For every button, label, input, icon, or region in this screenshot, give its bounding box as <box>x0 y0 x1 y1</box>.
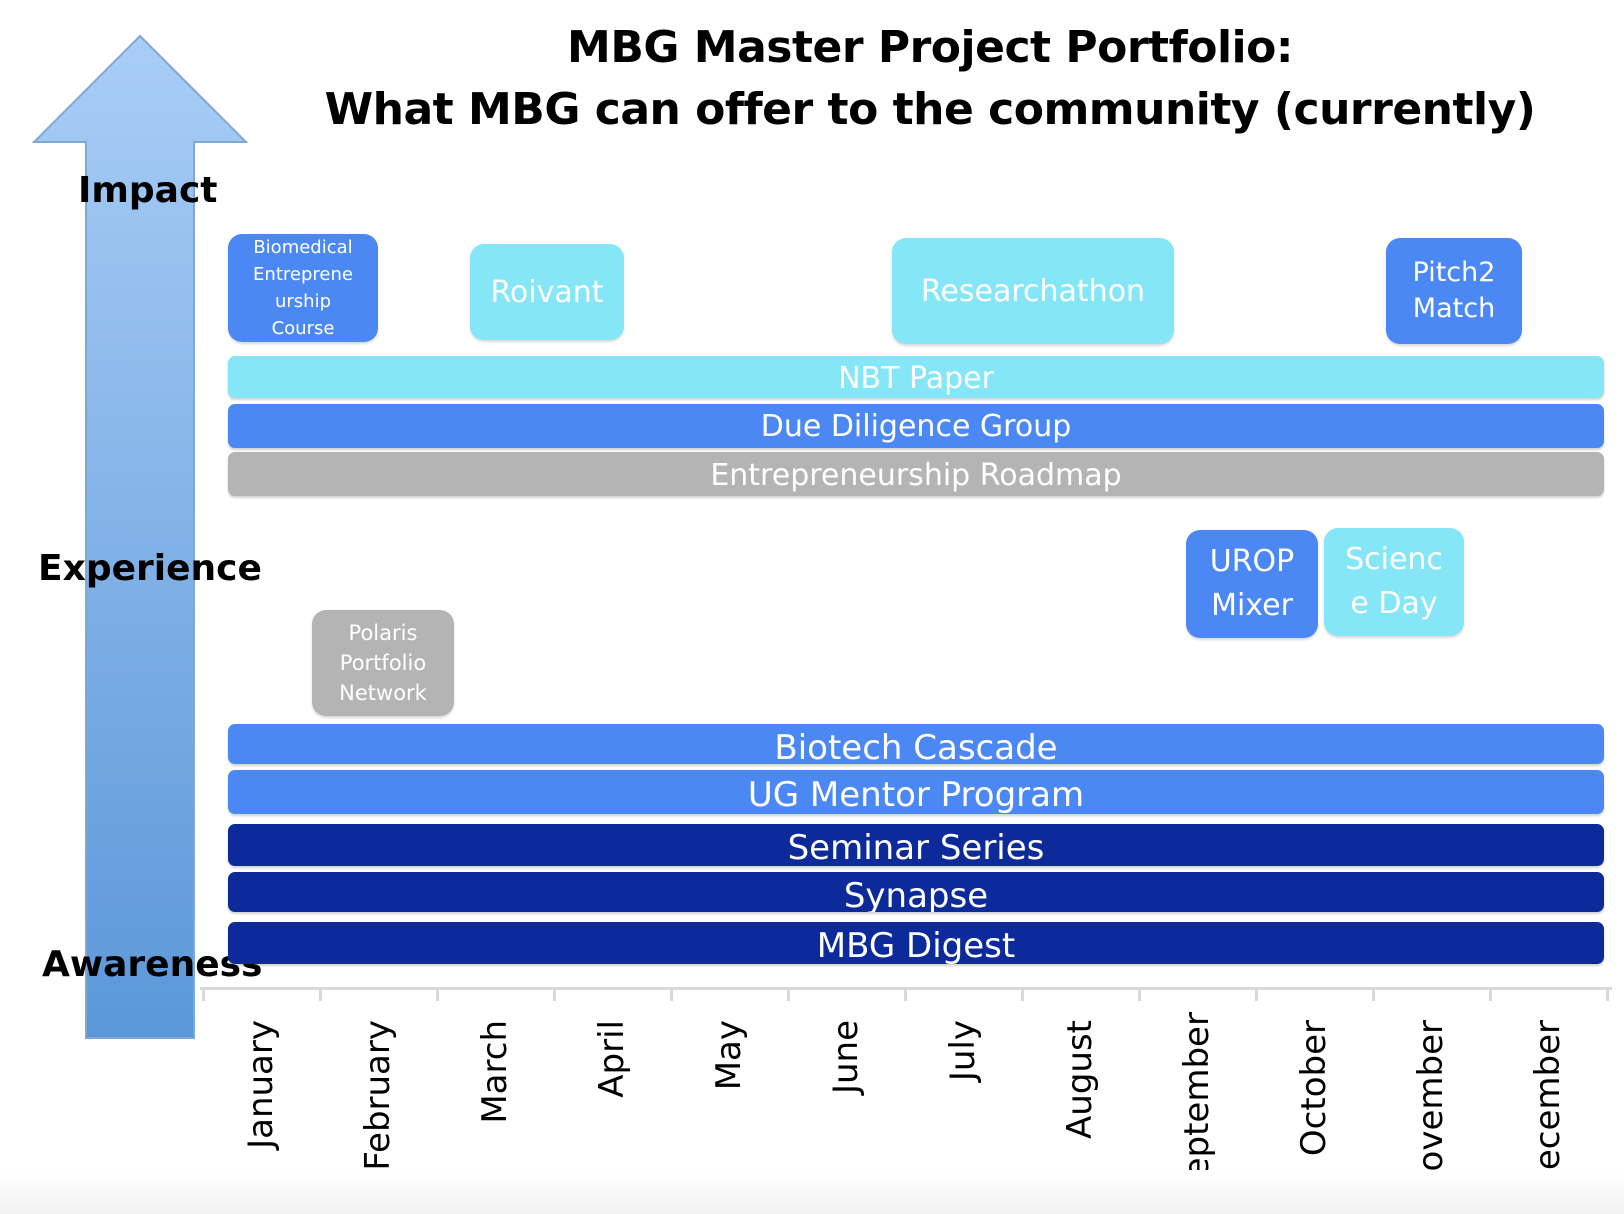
timeline-tick <box>1255 987 1258 1001</box>
box-line: Match <box>1412 293 1496 324</box>
box-line: Network <box>339 681 427 705</box>
timeline-tick <box>670 987 673 1001</box>
box-line: Mixer <box>1211 588 1293 623</box>
band-entrepreneurship-roadmap: Entrepreneurship Roadmap <box>228 452 1604 496</box>
box-line: Biomedical <box>253 237 353 258</box>
timeline-tick <box>1021 987 1024 1001</box>
box-pitch2-match: Pitch2 Match <box>1386 238 1522 344</box>
band-due-diligence-group: Due Diligence Group <box>228 404 1604 448</box>
box-researchathon: Researchathon <box>892 238 1174 344</box>
box-roivant: Roivant <box>470 244 624 340</box>
box-line: Polaris <box>348 621 418 645</box>
band-synapse: Synapse <box>228 872 1604 912</box>
band-ug-mentor-program: UG Mentor Program <box>228 770 1604 814</box>
timeline-tick <box>1138 987 1141 1001</box>
box-urop-mixer: UROP Mixer <box>1186 530 1318 638</box>
level-impact: Impact <box>78 170 218 211</box>
box-line: UROP <box>1209 544 1295 579</box>
band-biotech-cascade: Biotech Cascade <box>228 724 1604 764</box>
box-line: Pitch2 <box>1412 257 1496 288</box>
box-biomedical-entrepreneurship-course: Biomedical Entreprene urship Course <box>228 234 378 342</box>
box-line: Entreprene <box>253 264 353 285</box>
box-line: Scienc <box>1345 542 1443 577</box>
timeline-tick <box>904 987 907 1001</box>
timeline-tick <box>1489 987 1492 1001</box>
timeline-tick <box>787 987 790 1001</box>
band-nbt-paper: NBT Paper <box>228 356 1604 398</box>
box-line: Course <box>271 318 335 339</box>
box-polaris-portfolio-network: Polaris Portfolio Network <box>312 610 454 716</box>
level-awareness: Awareness <box>42 944 263 985</box>
box-line: Roivant <box>490 274 604 310</box>
box-science-day: Scienc e Day <box>1324 528 1464 636</box>
band-mbg-digest: MBG Digest <box>228 922 1604 964</box>
box-line: e Day <box>1350 586 1438 621</box>
timeline-tick <box>553 987 556 1001</box>
timeline-tick <box>1606 987 1609 1001</box>
title-line-2: What MBG can offer to the community (cur… <box>324 84 1536 135</box>
title-line-1: MBG Master Project Portfolio: <box>567 22 1293 73</box>
box-line: Researchathon <box>920 273 1146 309</box>
timeline-tick <box>319 987 322 1001</box>
timeline-tick <box>202 987 205 1001</box>
level-experience: Experience <box>38 548 262 589</box>
timeline-tick <box>1372 987 1375 1001</box>
bottom-shadow <box>0 1170 1624 1214</box>
box-line: Portfolio <box>339 651 427 675</box>
band-seminar-series: Seminar Series <box>228 824 1604 866</box>
up-arrow-icon <box>32 34 248 1039</box>
timeline-tick <box>436 987 439 1001</box>
box-line: urship <box>274 291 332 312</box>
